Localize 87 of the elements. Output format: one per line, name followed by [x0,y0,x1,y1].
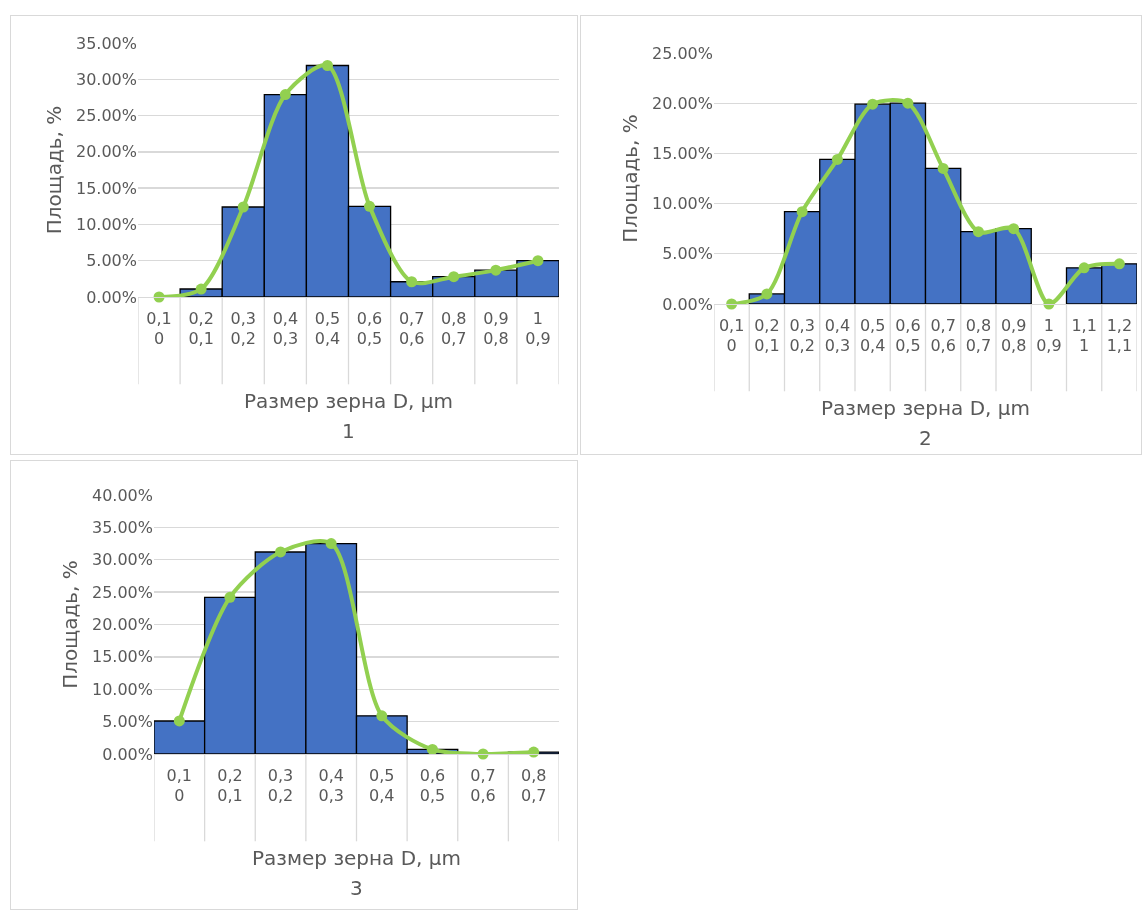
x-tick-label: 0,3 0,2 [230,308,256,349]
point [902,97,914,109]
point [867,98,879,110]
point [426,743,438,755]
point [321,60,333,71]
point [279,89,291,101]
x-tick-label: 0,7 0,6 [398,308,425,349]
point [761,288,773,300]
y-tick-label: 0.00% [662,294,713,314]
x-tick-label: 0,4 0,3 [272,308,299,349]
x-tick-label: 0,2 0,1 [754,315,780,356]
x-tick-label: 0,2 0,1 [188,308,214,349]
y-tick-label: 40.00% [91,485,153,505]
x-tick-label: 0,8 0,7 [965,315,992,356]
x-tick-label: 0,8 0,7 [441,308,467,349]
x-tick-label: 0,2 0,1 [217,765,243,806]
x-axis-title: Размер зерна D, µm [252,846,462,870]
y-axis-title: Площадь, % [58,560,83,689]
point [275,546,287,558]
x-tick-label: 0,3 0,2 [267,765,294,806]
x-tick-label: 0,6 0,5 [356,308,383,349]
point [1078,262,1090,274]
point [972,226,984,238]
y-tick-label: 0.00% [86,287,137,307]
point [532,255,544,267]
point [937,162,949,174]
x-tick-label: 0,4 0,3 [318,765,344,806]
x-tick-label: 0,6 0,5 [419,765,446,806]
y-tick-label: 10.00% [651,194,713,214]
y-tick-label: 0.00% [102,744,153,764]
point [448,271,460,283]
point [195,283,207,295]
x-tick-label: 1,1 1 [1071,315,1097,356]
point [406,276,418,288]
point [237,201,249,213]
y-axis-title: Площадь, % [42,105,67,235]
x-tick-label: 0,4 0,3 [824,315,851,356]
x-tick-label: 0,9 0,8 [1000,315,1027,356]
y-tick-label: 10.00% [75,215,137,235]
y-tick-label: 5.00% [662,244,713,264]
point [796,206,808,218]
point [1008,223,1020,235]
point [376,710,388,722]
x-tick-label: 0,1 0 [146,308,172,349]
x-tick-label: 0,7 0,6 [470,765,496,806]
x-tick-label: 0,1 0 [718,315,745,356]
y-tick-label: 20.00% [91,615,153,635]
point [831,153,843,165]
x-tick-label: 0,5 0,4 [369,765,395,806]
y-tick-label: 30.00% [91,550,153,570]
point [364,200,376,212]
y-tick-label: 20.00% [75,142,137,162]
x-tick-label: 0,3 0,2 [789,315,815,356]
x-tick-label: 0,5 0,4 [859,315,886,356]
y-tick-label: 15.00% [91,647,153,667]
point [1113,258,1125,270]
y-axis-title: Площадь, % [618,114,643,243]
x-tick-label: 0,9 0,8 [483,308,509,349]
y-tick-label: 25.00% [75,106,137,126]
y-tick-label: 5.00% [102,712,153,732]
x-tick-label: 0,8 0,7 [520,765,547,806]
y-tick-label: 10.00% [91,679,153,699]
y-tick-label: 25.00% [651,43,713,63]
x-axis-title: Размер зерна D, µm [244,389,454,413]
x-tick-label: 1 0,9 [525,308,551,349]
text: 2 [919,426,932,450]
point [173,715,185,727]
x-axis-title: Размер зерна D, µm [821,396,1031,420]
x-tick-label: 0,5 0,4 [314,308,341,349]
y-tick-label: 25.00% [91,582,153,602]
y-tick-label: 30.00% [75,69,137,89]
y-tick-label: 20.00% [651,93,713,113]
x-tick-label: 0,6 0,5 [895,315,921,356]
y-tick-label: 35.00% [91,517,153,537]
point [325,538,337,550]
x-tick-label: 0,7 0,6 [930,315,956,356]
text: 3 [350,876,363,900]
point [224,591,236,603]
y-tick-label: 35.00% [75,33,137,53]
x-tick-label: 0,1 0 [166,765,193,806]
y-tick-label: 5.00% [86,251,137,271]
text: 1 [342,419,355,443]
y-tick-label: 15.00% [75,178,137,198]
x-tick-label: 1,2 1,1 [1106,315,1133,356]
x-tick-label: 1 0,9 [1036,315,1062,356]
y-tick-label: 15.00% [651,144,713,163]
point [490,264,502,276]
